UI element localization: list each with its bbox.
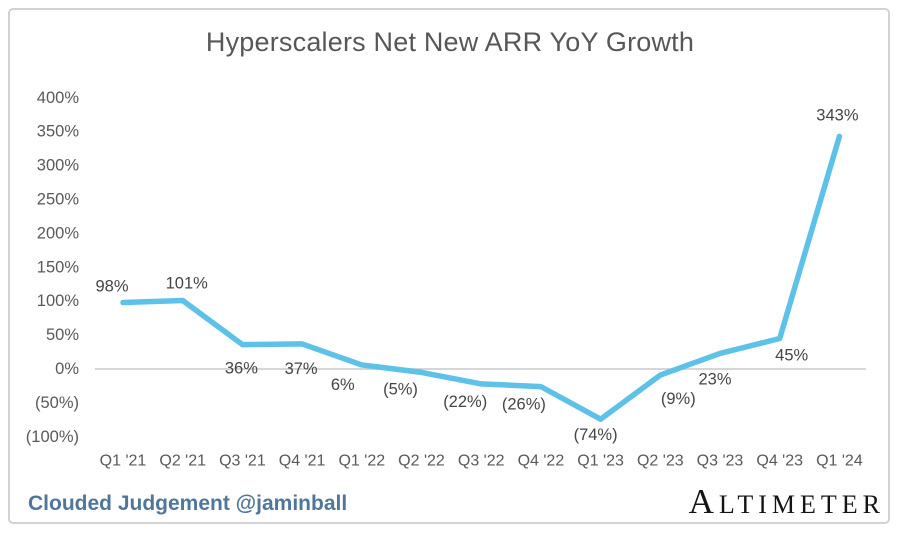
x-axis-tick-label: Q3 '21 xyxy=(219,453,266,470)
data-point-label: (22%) xyxy=(443,393,487,411)
data-point-label: (9%) xyxy=(661,390,696,408)
data-point-label: (5%) xyxy=(383,380,418,398)
x-axis-tick-label: Q1 '23 xyxy=(577,453,624,470)
y-axis-tick-label: 250% xyxy=(37,191,80,209)
data-point-label: (74%) xyxy=(574,426,618,444)
y-axis-tick-label: 400% xyxy=(37,89,80,107)
y-axis-tick-label: (100%) xyxy=(26,428,79,446)
data-point-label: 23% xyxy=(698,370,731,388)
x-axis-tick-label: Q4 '22 xyxy=(518,453,565,470)
y-axis-tick-label: 50% xyxy=(46,326,79,344)
y-axis-tick-label: (50%) xyxy=(35,394,79,412)
x-axis-tick-label: Q3 '23 xyxy=(697,453,744,470)
data-point-label: 101% xyxy=(166,275,209,293)
data-point-label: 36% xyxy=(225,360,258,378)
chart-frame-border xyxy=(8,8,890,524)
y-axis-tick-label: 300% xyxy=(37,157,80,175)
data-point-label: (26%) xyxy=(502,396,546,414)
x-axis-tick-label: Q4 '21 xyxy=(279,453,326,470)
data-point-label: 37% xyxy=(285,360,318,378)
y-axis-tick-label: 100% xyxy=(37,292,80,310)
x-axis-tick-label: Q2 '23 xyxy=(637,453,684,470)
y-axis-tick-label: 0% xyxy=(55,360,79,378)
altimeter-logo: ALTIMETER xyxy=(688,482,885,521)
y-axis-tick-label: 150% xyxy=(37,258,80,276)
x-axis-tick-label: Q4 '23 xyxy=(756,453,803,470)
chart-title: Hyperscalers Net New ARR YoY Growth xyxy=(205,27,695,57)
x-axis-tick-label: Q2 '21 xyxy=(159,453,206,470)
data-point-label: 98% xyxy=(95,278,128,296)
data-series-line xyxy=(120,133,843,422)
x-axis-tick-label: Q2 '22 xyxy=(398,453,445,470)
y-axis-tick-label: 200% xyxy=(37,224,80,242)
data-point-label: 343% xyxy=(816,106,859,124)
x-axis-tick-label: Q1 '21 xyxy=(100,453,147,470)
x-axis-tick-label: Q1 '24 xyxy=(816,453,863,470)
data-point-label: 6% xyxy=(331,376,355,394)
x-axis-tick-label: Q1 '22 xyxy=(338,453,385,470)
y-axis-tick-label: 350% xyxy=(37,123,80,141)
x-axis-tick-label: Q3 '22 xyxy=(458,453,505,470)
data-point-label: 45% xyxy=(775,346,808,364)
attribution-text: Clouded Judgement @jaminball xyxy=(28,492,348,515)
